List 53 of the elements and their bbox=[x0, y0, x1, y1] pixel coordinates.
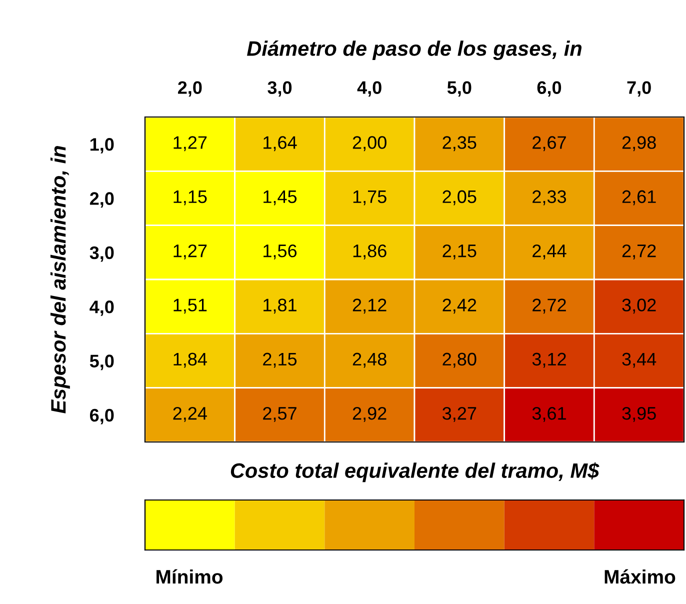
y-tick-label: 3,0 bbox=[90, 246, 114, 262]
y-axis-title: Espesor del aislamiento, in bbox=[50, 146, 70, 414]
data-label: 2,80 bbox=[442, 352, 476, 368]
data-label: 2,00 bbox=[352, 136, 386, 152]
y-tick-label: 2,0 bbox=[90, 192, 114, 208]
data-label: 1,75 bbox=[353, 190, 386, 206]
data-label: 1,86 bbox=[353, 244, 386, 260]
x-tick-label: 3,0 bbox=[268, 81, 292, 97]
data-label: 2,44 bbox=[532, 244, 566, 260]
data-label: 2,72 bbox=[622, 244, 656, 260]
data-label: 2,24 bbox=[173, 406, 207, 422]
x-tick-label: 4,0 bbox=[357, 81, 382, 97]
data-label: 1,84 bbox=[174, 352, 207, 368]
data-label: 3,95 bbox=[622, 406, 656, 422]
data-label: 2,98 bbox=[622, 136, 656, 152]
data-label: 3,61 bbox=[532, 406, 566, 422]
data-label: 1,27 bbox=[174, 244, 207, 260]
data-label: 2,67 bbox=[532, 136, 566, 152]
data-label: 2,57 bbox=[263, 406, 296, 422]
color-bar-label: Mínimo bbox=[156, 569, 223, 584]
data-label: 2,15 bbox=[263, 352, 297, 368]
data-label: 3,44 bbox=[622, 352, 656, 368]
x-tick-label: 2,0 bbox=[178, 81, 202, 97]
data-label: 2,12 bbox=[352, 298, 386, 314]
y-tick-label: 1,0 bbox=[90, 138, 114, 154]
y-tick-label: 6,0 bbox=[90, 408, 114, 424]
data-label: 1,81 bbox=[264, 298, 296, 314]
data-label: 1,15 bbox=[174, 190, 207, 206]
data-label: 2,15 bbox=[442, 244, 476, 260]
data-label: 1,51 bbox=[174, 298, 207, 314]
data-label: 2,48 bbox=[352, 352, 386, 368]
data-label: 2,05 bbox=[442, 190, 476, 206]
data-label: 2,72 bbox=[532, 298, 566, 314]
data-label: 2,35 bbox=[442, 136, 476, 152]
color-bar-label: Máximo bbox=[604, 569, 676, 584]
data-label: 2,33 bbox=[532, 190, 566, 206]
x-tick-label: 7,0 bbox=[627, 81, 651, 97]
y-tick-label: 5,0 bbox=[90, 354, 114, 370]
data-label: 3,27 bbox=[442, 406, 476, 422]
x-tick-label: 6,0 bbox=[537, 81, 562, 97]
data-label: 1,27 bbox=[174, 136, 207, 152]
data-label: 3,02 bbox=[622, 298, 656, 314]
data-label: 3,12 bbox=[532, 352, 566, 368]
y-tick-label: 4,0 bbox=[90, 300, 114, 316]
data-label: 2,42 bbox=[442, 298, 476, 314]
data-label: 2,61 bbox=[622, 190, 656, 206]
x-tick-label: 5,0 bbox=[447, 81, 472, 97]
data-label: 1,64 bbox=[264, 136, 297, 152]
data-label: 1,56 bbox=[264, 244, 297, 260]
data-label: 2,92 bbox=[352, 406, 386, 422]
x-axis-title: Diámetro de paso de los gases, in bbox=[247, 40, 582, 60]
color-bar-title: Costo total equivalente del tramo, M$ bbox=[230, 462, 600, 482]
data-label: 1,45 bbox=[264, 190, 297, 206]
